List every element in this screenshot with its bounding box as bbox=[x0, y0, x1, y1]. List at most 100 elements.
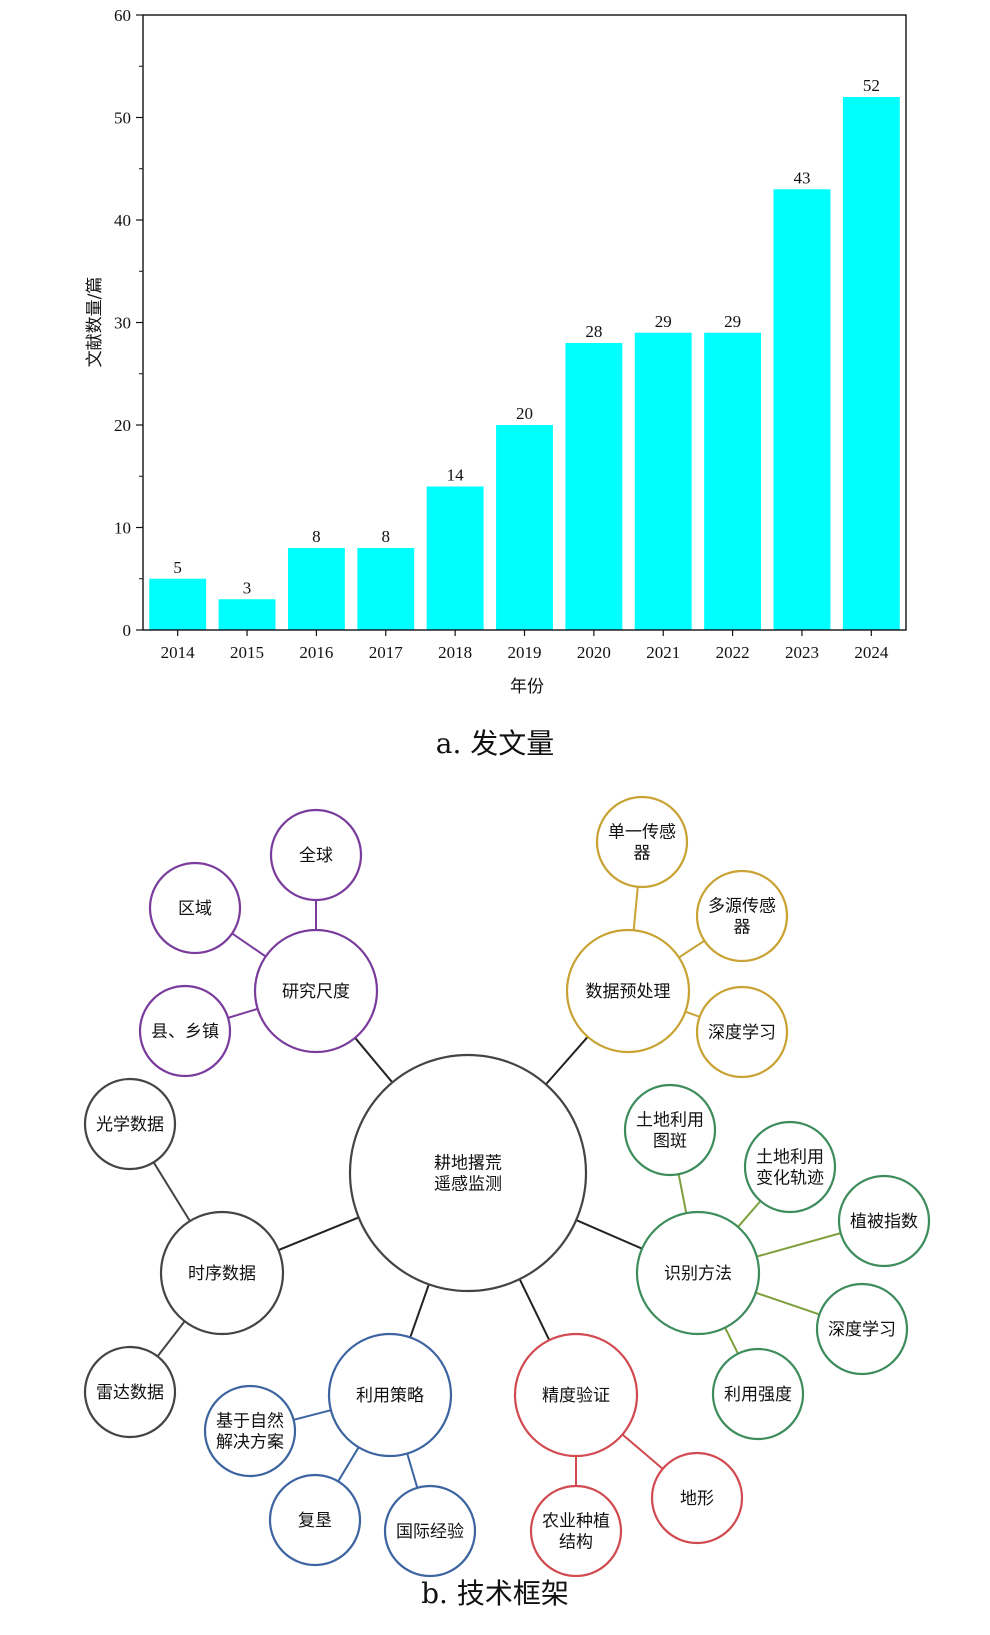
node-label: 结构 bbox=[559, 1533, 593, 1553]
node-circle bbox=[253, 928, 379, 1054]
figure-caption-a: a. 发文量 bbox=[435, 727, 555, 760]
leaf-node-preprocess: 深度学习 bbox=[695, 985, 789, 1079]
bars bbox=[149, 97, 900, 630]
node-circle bbox=[268, 1473, 362, 1567]
x-tick-label: 2016 bbox=[299, 643, 333, 662]
branch-label: 时序数据 bbox=[188, 1264, 256, 1284]
node-circle bbox=[327, 1332, 453, 1458]
y-tick-label: 0 bbox=[123, 621, 132, 640]
node-label: 耕地撂荒 bbox=[434, 1154, 502, 1174]
bar-value-label: 52 bbox=[863, 76, 880, 95]
node-circle bbox=[513, 1332, 639, 1458]
bar-value-label: 8 bbox=[312, 527, 321, 546]
node-label: 利用强度 bbox=[724, 1385, 792, 1405]
node-label: 深度学习 bbox=[828, 1320, 896, 1340]
mindmap-link bbox=[724, 1327, 739, 1355]
node-circle bbox=[203, 1384, 297, 1478]
node-label: 土地利用 bbox=[636, 1111, 704, 1131]
y-axis-title: 文献数量/篇 bbox=[85, 277, 105, 368]
node-circle bbox=[595, 795, 689, 889]
node-circle bbox=[529, 1484, 623, 1578]
bar-data-labels: 5 3 8 8 14 20 28 29 29 43 52 bbox=[173, 76, 879, 597]
y-tick-label: 50 bbox=[114, 109, 131, 128]
x-tick-label: 2017 bbox=[369, 643, 404, 662]
mindmap-link bbox=[685, 1010, 700, 1018]
node-label: 土地利用 bbox=[756, 1148, 824, 1168]
leaf-node-timeseries: 雷达数据 bbox=[83, 1345, 177, 1439]
bar-2023 bbox=[773, 189, 831, 630]
branch-node-method: 识别方法 bbox=[635, 1210, 761, 1336]
node-circle bbox=[623, 1083, 717, 1177]
leaf-node-method: 深度学习 bbox=[815, 1282, 909, 1376]
node-circle bbox=[743, 1120, 837, 1214]
leaf-node-timeseries: 光学数据 bbox=[83, 1077, 177, 1171]
node-label: 全球 bbox=[299, 846, 333, 866]
bar-chart: 5 3 8 8 14 20 28 29 29 43 52 2014 2015 2016 2017 2018 2… bbox=[85, 6, 907, 697]
axes: 2014 2015 2016 2017 2018 2019 2020 2021 2022 2023… bbox=[114, 6, 907, 662]
x-tick-label: 2021 bbox=[646, 643, 680, 662]
node-circle bbox=[148, 861, 242, 955]
node-label: 地形 bbox=[680, 1489, 714, 1509]
node-label: 植被指数 bbox=[850, 1212, 918, 1232]
branch-label: 数据预处理 bbox=[586, 982, 671, 1002]
figure-caption-b: b. 技术框架 bbox=[421, 1577, 569, 1610]
node-label: 区域 bbox=[178, 899, 212, 919]
leaf-node-scale: 全球 bbox=[269, 808, 363, 902]
leaf-node-strategy: 国际经验 bbox=[383, 1484, 477, 1578]
y-tick-label: 40 bbox=[114, 211, 131, 230]
bar-value-label: 43 bbox=[793, 168, 810, 187]
node-circle bbox=[83, 1077, 177, 1171]
mindmap-link bbox=[621, 1433, 664, 1470]
y-tick-label: 30 bbox=[114, 314, 131, 333]
node-label: 单一传感 bbox=[608, 823, 676, 843]
leaf-node-scale: 区域 bbox=[148, 861, 242, 955]
x-tick-label: 2018 bbox=[438, 643, 472, 662]
bar-2017 bbox=[357, 548, 415, 630]
leaf-node-strategy: 复垦 bbox=[268, 1473, 362, 1567]
node-circle bbox=[635, 1210, 761, 1336]
node-circle bbox=[695, 985, 789, 1079]
x-axis-title: 年份 bbox=[510, 677, 544, 697]
node-circle bbox=[159, 1210, 285, 1336]
mindmap-link bbox=[518, 1278, 551, 1341]
node-label: 光学数据 bbox=[96, 1115, 164, 1135]
mindmap-link bbox=[227, 1007, 258, 1019]
mindmap-link bbox=[278, 1216, 360, 1251]
node-circle bbox=[348, 1053, 588, 1293]
node-label: 图斑 bbox=[653, 1132, 687, 1152]
leaf-node-method: 利用强度 bbox=[711, 1347, 805, 1441]
node-circle bbox=[695, 869, 789, 963]
node-label: 复垦 bbox=[298, 1511, 332, 1531]
leaf-node-accuracy: 地形 bbox=[650, 1451, 744, 1545]
node-circle bbox=[383, 1484, 477, 1578]
mindmap-link bbox=[152, 1161, 191, 1222]
bar-value-label: 28 bbox=[585, 322, 602, 341]
mindmap-links bbox=[152, 886, 841, 1489]
mindmap-link bbox=[231, 932, 267, 958]
node-circle bbox=[565, 928, 691, 1054]
bar-value-label: 3 bbox=[243, 578, 252, 597]
bar-2014 bbox=[149, 578, 207, 630]
bar-value-label: 5 bbox=[173, 558, 182, 577]
node-label: 器 bbox=[634, 844, 651, 864]
bar-2024 bbox=[842, 97, 900, 630]
node-circle bbox=[837, 1174, 931, 1268]
node-label: 基于自然 bbox=[216, 1412, 284, 1432]
y-tick-label: 60 bbox=[114, 6, 131, 25]
node-circle bbox=[83, 1345, 177, 1439]
mindmap-nodes: 耕地撂荒遥感监测研究尺度全球区域县、乡镇数据预处理单一传感器多源传感器深度学习时… bbox=[83, 795, 931, 1578]
mindmap-link bbox=[293, 1409, 332, 1421]
x-tick-label: 2019 bbox=[508, 643, 542, 662]
branch-node-scale: 研究尺度 bbox=[253, 928, 379, 1054]
mindmap-link bbox=[678, 939, 705, 959]
leaf-node-method: 植被指数 bbox=[837, 1174, 931, 1268]
leaf-node-scale: 县、乡镇 bbox=[138, 984, 232, 1078]
node-label: 县、乡镇 bbox=[151, 1022, 219, 1042]
mindmap-link bbox=[409, 1283, 430, 1338]
node-circle bbox=[711, 1347, 805, 1441]
node-label: 多源传感 bbox=[708, 897, 776, 917]
branch-node-preprocess: 数据预处理 bbox=[565, 928, 691, 1054]
